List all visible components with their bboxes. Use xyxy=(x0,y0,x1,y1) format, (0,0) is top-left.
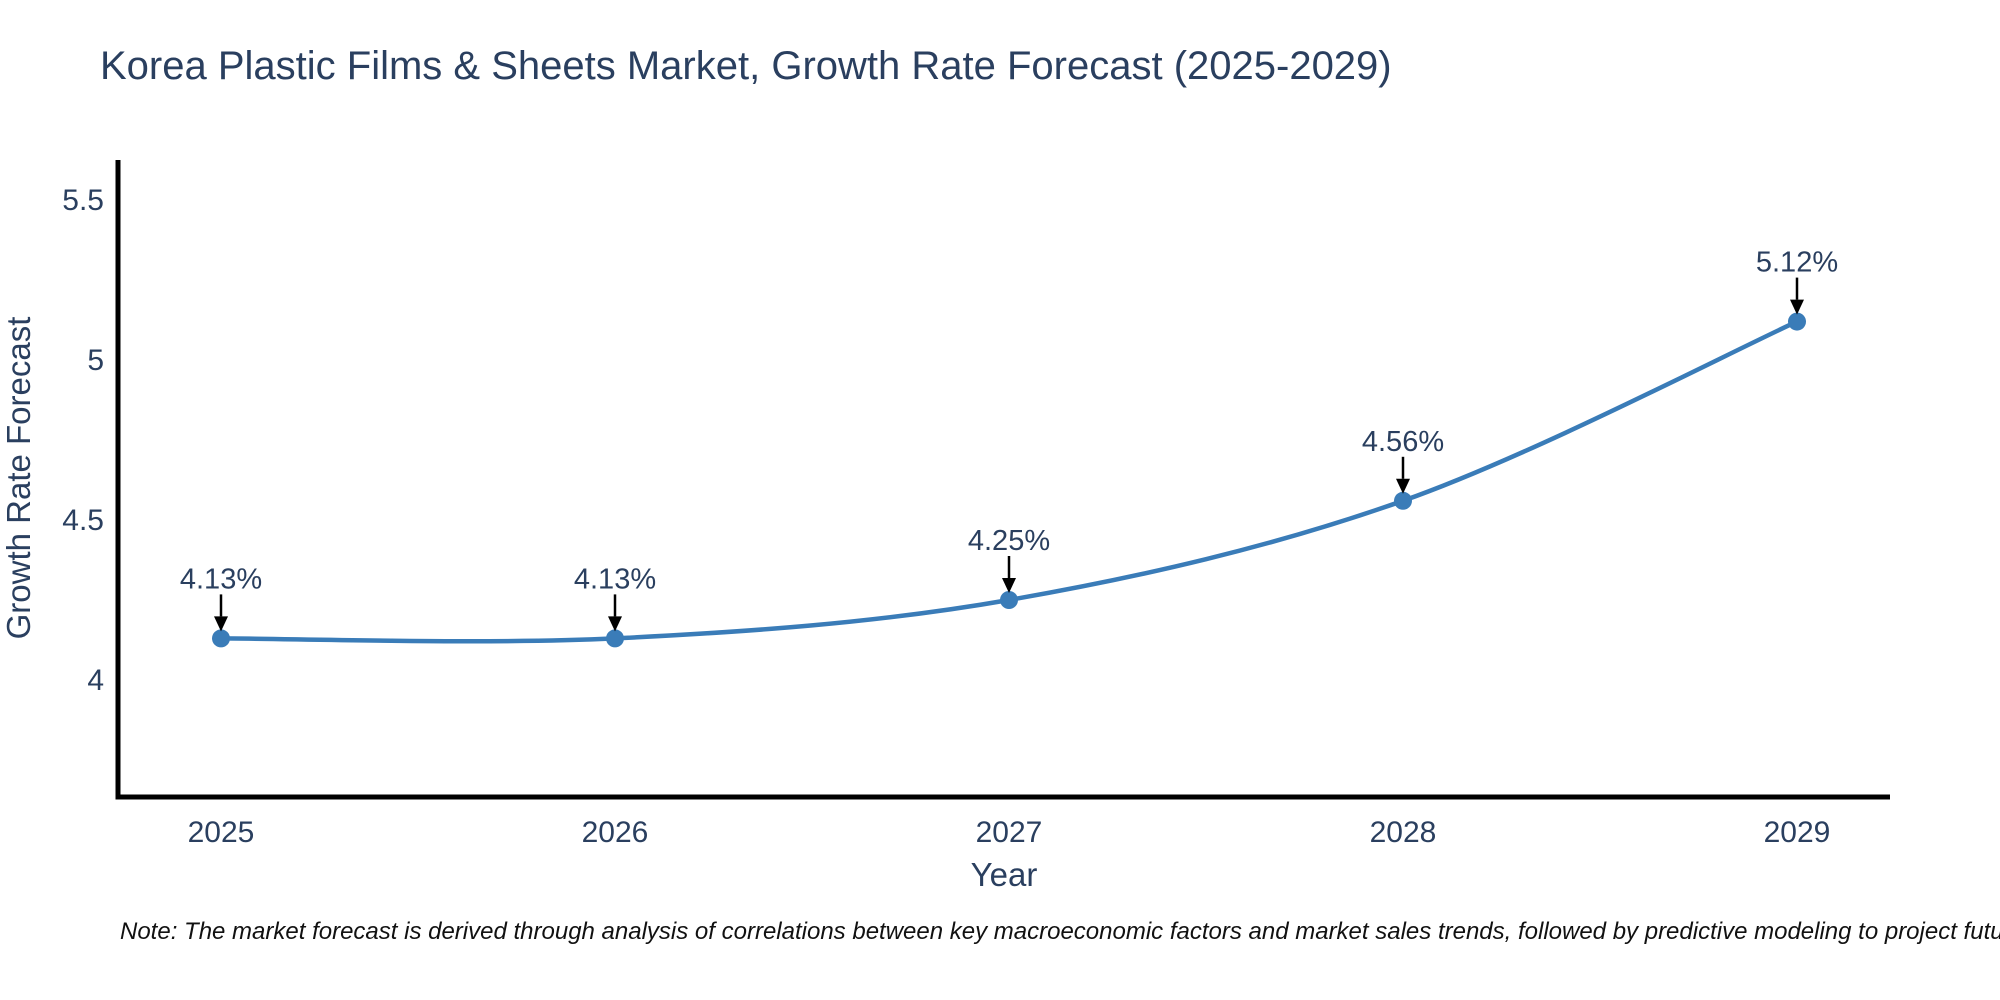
data-label-2028: 4.56% xyxy=(1362,426,1444,458)
y-axis-title: Growth Rate Forecast xyxy=(0,317,37,640)
x-tick-label-2028: 2028 xyxy=(1370,816,1437,849)
annotation-arrowhead-2025 xyxy=(214,616,228,632)
annotation-arrowhead-2028 xyxy=(1396,478,1410,494)
y-tick-label-5: 5 xyxy=(87,344,104,377)
x-axis-title: Year xyxy=(971,856,1038,893)
x-tick-label-2026: 2026 xyxy=(582,816,649,849)
annotation-arrowhead-2029 xyxy=(1790,299,1804,315)
annotation-arrowhead-2026 xyxy=(608,616,622,632)
annotation-arrowhead-2027 xyxy=(1002,578,1016,593)
x-tick-label-2029: 2029 xyxy=(1764,816,1831,849)
chart-footnote: Note: The market forecast is derived thr… xyxy=(120,918,2000,945)
y-tick-label-4: 4 xyxy=(87,664,104,697)
x-tick-label-2027: 2027 xyxy=(976,816,1043,849)
chart-title: Korea Plastic Films & Sheets Market, Gro… xyxy=(100,44,1392,88)
data-label-2027: 4.25% xyxy=(968,525,1050,557)
data-label-2026: 4.13% xyxy=(574,563,656,595)
data-point-2027 xyxy=(1000,591,1018,609)
data-point-2025 xyxy=(212,629,230,648)
x-tick-label-2025: 2025 xyxy=(188,816,255,849)
data-label-2025: 4.13% xyxy=(180,563,262,595)
y-tick-label-5.5: 5.5 xyxy=(62,184,104,217)
y-tick-label-4.5: 4.5 xyxy=(62,504,104,537)
data-point-2029 xyxy=(1788,312,1806,331)
data-label-2029: 5.12% xyxy=(1756,247,1838,279)
data-point-2028 xyxy=(1394,491,1412,510)
data-point-2026 xyxy=(606,629,624,648)
